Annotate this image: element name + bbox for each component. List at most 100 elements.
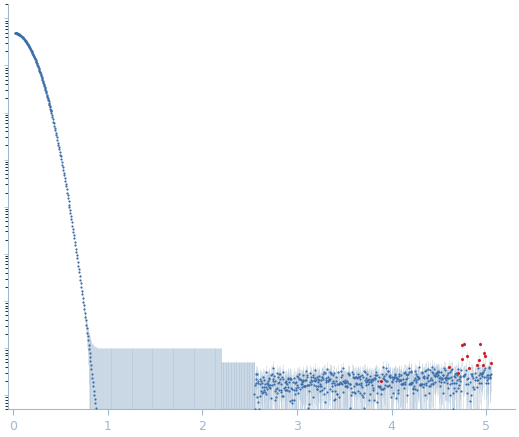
Point <box>383 370 391 377</box>
Point <box>293 373 302 380</box>
Point <box>11 29 20 36</box>
Point <box>53 139 62 146</box>
Point <box>33 61 42 68</box>
Point <box>467 370 475 377</box>
Point <box>16 31 24 38</box>
Point <box>71 239 79 246</box>
Point <box>309 372 318 379</box>
Point <box>399 375 407 382</box>
Point <box>479 371 487 378</box>
Point <box>427 376 435 383</box>
Point <box>413 372 421 379</box>
Point <box>336 378 345 385</box>
Point <box>354 374 363 381</box>
Point <box>93 423 102 430</box>
Point <box>343 384 351 391</box>
Point <box>484 379 492 386</box>
Point <box>352 373 361 380</box>
Point <box>482 380 490 387</box>
Point <box>82 321 90 328</box>
Point <box>252 379 261 386</box>
Point <box>326 375 334 382</box>
Point <box>407 381 416 388</box>
Point <box>35 67 44 74</box>
Point <box>57 156 65 163</box>
Point <box>430 372 438 379</box>
Point <box>83 330 91 337</box>
Point <box>298 372 307 379</box>
Point <box>93 413 101 420</box>
Point <box>436 379 445 386</box>
Point <box>358 392 366 399</box>
Point <box>63 189 71 196</box>
Point <box>298 380 306 387</box>
Point <box>454 385 462 392</box>
Point <box>353 371 362 378</box>
Point <box>468 372 476 379</box>
Point <box>294 374 302 381</box>
Point <box>422 381 430 388</box>
Point <box>371 376 379 383</box>
Point <box>16 32 24 39</box>
Point <box>372 371 380 378</box>
Point <box>420 372 428 379</box>
Point <box>461 371 469 378</box>
Point <box>448 365 457 372</box>
Point <box>29 52 37 59</box>
Point <box>479 368 487 375</box>
Point <box>394 371 403 378</box>
Point <box>459 431 467 437</box>
Point <box>421 366 430 373</box>
Point <box>341 379 349 386</box>
Point <box>87 366 95 373</box>
Point <box>17 32 25 39</box>
Point <box>69 225 77 232</box>
Point <box>444 369 452 376</box>
Point <box>450 371 459 378</box>
Point <box>23 39 31 46</box>
Point <box>309 394 317 401</box>
Point <box>383 383 391 390</box>
Point <box>358 371 366 378</box>
Point <box>439 389 447 396</box>
Point <box>13 30 22 37</box>
Point <box>370 396 378 403</box>
Point <box>14 30 22 37</box>
Point <box>440 364 448 371</box>
Point <box>378 371 386 378</box>
Point <box>283 384 292 391</box>
Point <box>255 406 263 413</box>
Point <box>12 30 20 37</box>
Point <box>269 364 278 371</box>
Point <box>397 381 405 388</box>
Point <box>323 366 331 373</box>
Point <box>57 153 65 160</box>
Point <box>263 378 271 385</box>
Point <box>20 36 28 43</box>
Point <box>40 84 49 91</box>
Point <box>55 146 63 153</box>
Point <box>467 392 475 399</box>
Point <box>427 375 435 382</box>
Point <box>345 371 353 378</box>
Point <box>28 48 36 55</box>
Point <box>403 375 411 382</box>
Point <box>359 394 367 401</box>
Point <box>420 375 429 382</box>
Point <box>377 386 386 393</box>
Point <box>454 370 462 377</box>
Point <box>328 379 336 386</box>
Point <box>336 380 345 387</box>
Point <box>384 382 392 389</box>
Point <box>387 393 395 400</box>
Point <box>81 313 89 320</box>
Point <box>442 374 450 381</box>
Point <box>399 381 407 388</box>
Point <box>21 37 29 44</box>
Point <box>445 364 454 371</box>
Point <box>469 375 477 382</box>
Point <box>301 376 309 383</box>
Point <box>424 365 432 372</box>
Point <box>369 376 377 383</box>
Point <box>417 369 426 376</box>
